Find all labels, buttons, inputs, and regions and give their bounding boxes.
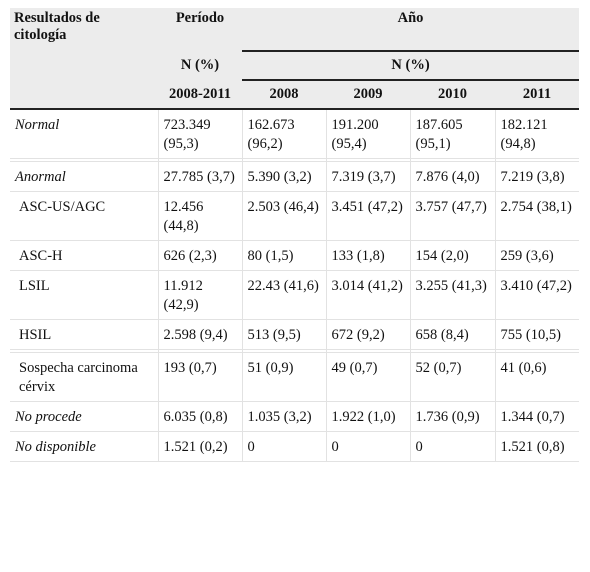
header-year: Año	[242, 8, 580, 52]
table-cell: 49 (0,7)	[325, 352, 410, 402]
row-label-sospecha-carcinoma: Sospecha carcinoma cérvix	[10, 352, 158, 402]
spacer-row	[10, 349, 580, 353]
row-label-asc-h: ASC-H	[10, 240, 158, 271]
table-row: LSIL 11.912 (42,9) 22.43 (41,6) 3.014 (4…	[10, 270, 580, 320]
header-year-2010: 2010	[410, 80, 495, 110]
header-empty-cell	[10, 80, 158, 110]
table-cell: 2.503 (46,4)	[241, 191, 326, 241]
table-cell: 1.521 (0,8)	[494, 431, 580, 462]
table-cell: 0	[409, 431, 495, 462]
header-range: 2008-2011	[158, 80, 242, 110]
table-cell: 0	[325, 431, 410, 462]
table-cell: 7.219 (3,8)	[494, 161, 580, 192]
table-cell: 2.754 (38,1)	[494, 191, 580, 241]
table-cell: 0	[241, 431, 326, 462]
row-label-asc-us-agc: ASC-US/AGC	[10, 191, 158, 241]
table-cell: 3.757 (47,7)	[409, 191, 495, 241]
table-row: No procede 6.035 (0,8) 1.035 (3,2) 1.922…	[10, 401, 580, 432]
table-cell: 5.390 (3,2)	[241, 161, 326, 192]
row-label-no-disponible: No disponible	[10, 431, 158, 462]
table-cell: 12.456 (44,8)	[157, 191, 242, 241]
spacer-row	[10, 158, 580, 162]
table-cell: 154 (2,0)	[409, 240, 495, 271]
table-cell: 2.598 (9,4)	[157, 319, 242, 350]
citology-results-table: Resultados de citología Período Año N (%…	[10, 8, 580, 462]
row-label-no-procede: No procede	[10, 401, 158, 432]
table-row: No disponible 1.521 (0,2) 0 0 0 1.521 (0…	[10, 431, 580, 462]
table-cell: 1.922 (1,0)	[325, 401, 410, 432]
table-row: Normal 723.349 (95,3) 162.673 (96,2) 191…	[10, 109, 580, 159]
header-year-n-pct: N (%)	[242, 51, 580, 81]
header-period-n-pct: N (%)	[158, 51, 242, 80]
table-cell: 52 (0,7)	[409, 352, 495, 402]
table-cell: 6.035 (0,8)	[157, 401, 242, 432]
table-cell: 162.673 (96,2)	[241, 109, 326, 159]
table-cell: 259 (3,6)	[494, 240, 580, 271]
row-label-anormal: Anormal	[10, 161, 158, 192]
row-label-hsil: HSIL	[10, 319, 158, 350]
table-cell: 672 (9,2)	[325, 319, 410, 350]
table-cell: 22.43 (41,6)	[241, 270, 326, 320]
row-label-normal: Normal	[10, 109, 158, 159]
table-row: HSIL 2.598 (9,4) 513 (9,5) 672 (9,2) 658…	[10, 319, 580, 350]
table-cell: 51 (0,9)	[241, 352, 326, 402]
table-cell: 1.035 (3,2)	[241, 401, 326, 432]
table-header: Resultados de citología Período Año N (%…	[10, 8, 580, 110]
table-cell: 7.876 (4,0)	[409, 161, 495, 192]
table-cell: 11.912 (42,9)	[157, 270, 242, 320]
table-cell: 1.736 (0,9)	[409, 401, 495, 432]
table-cell: 3.451 (47,2)	[325, 191, 410, 241]
table-row: ASC-US/AGC 12.456 (44,8) 2.503 (46,4) 3.…	[10, 191, 580, 241]
header-year-2008: 2008	[242, 80, 326, 110]
table-body: Normal 723.349 (95,3) 162.673 (96,2) 191…	[10, 109, 580, 462]
table-cell: 658 (8,4)	[409, 319, 495, 350]
table-cell: 3.014 (41,2)	[325, 270, 410, 320]
table-cell: 187.605 (95,1)	[409, 109, 495, 159]
table-cell: 191.200 (95,4)	[325, 109, 410, 159]
table-cell: 755 (10,5)	[494, 319, 580, 350]
table-row: ASC-H 626 (2,3) 80 (1,5) 133 (1,8) 154 (…	[10, 240, 580, 271]
header-year-2009: 2009	[326, 80, 410, 110]
table-cell: 182.121 (94,8)	[494, 109, 580, 159]
table-cell: 80 (1,5)	[241, 240, 326, 271]
table-cell: 3.255 (41,3)	[409, 270, 495, 320]
table-cell: 41 (0,6)	[494, 352, 580, 402]
table-cell: 626 (2,3)	[157, 240, 242, 271]
header-period: Período	[158, 8, 242, 51]
table-cell: 723.349 (95,3)	[157, 109, 242, 159]
table-cell: 1.344 (0,7)	[494, 401, 580, 432]
table-cell: 3.410 (47,2)	[494, 270, 580, 320]
table-cell: 27.785 (3,7)	[157, 161, 242, 192]
header-results-label: Resultados de citología	[10, 8, 158, 80]
table-row: Sospecha carcinoma cérvix 193 (0,7) 51 (…	[10, 352, 580, 402]
table-cell: 1.521 (0,2)	[157, 431, 242, 462]
citology-table-container: Resultados de citología Período Año N (%…	[10, 8, 580, 462]
table-cell: 193 (0,7)	[157, 352, 242, 402]
table-cell: 7.319 (3,7)	[325, 161, 410, 192]
table-cell: 513 (9,5)	[241, 319, 326, 350]
header-year-2011: 2011	[495, 80, 580, 110]
row-label-lsil: LSIL	[10, 270, 158, 320]
table-cell: 133 (1,8)	[325, 240, 410, 271]
table-row: Anormal 27.785 (3,7) 5.390 (3,2) 7.319 (…	[10, 161, 580, 192]
